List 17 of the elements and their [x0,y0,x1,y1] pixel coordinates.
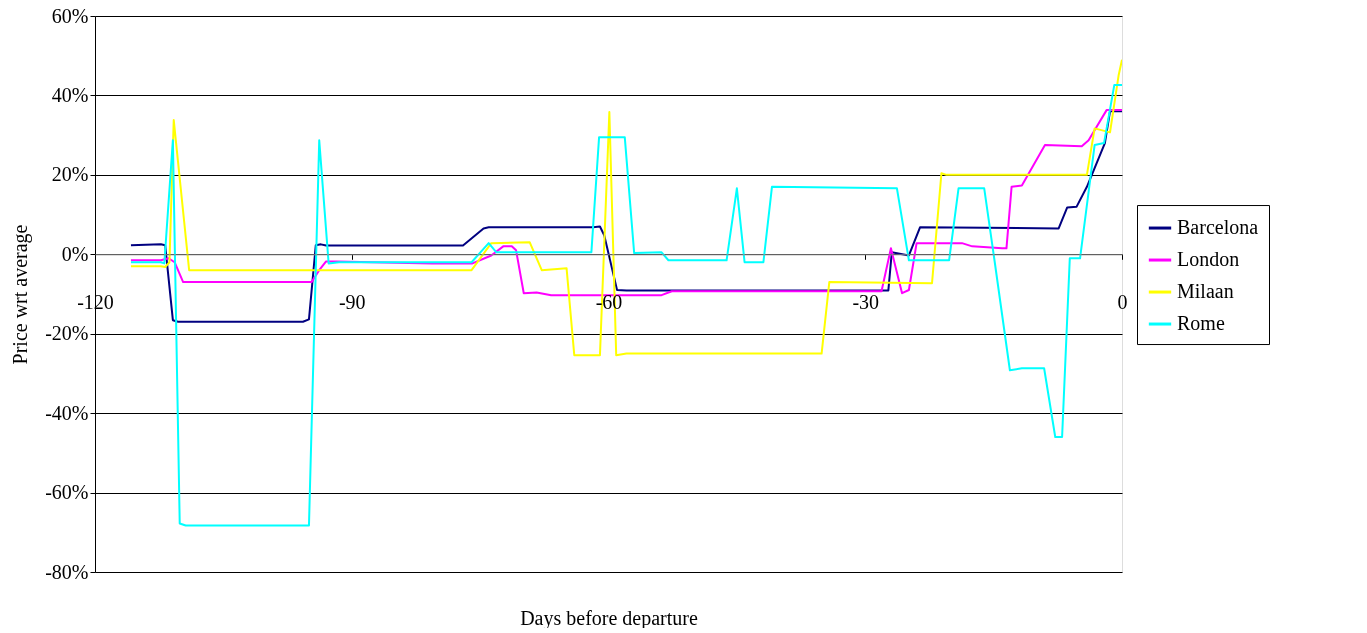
x-tick-label: -30 [852,290,880,313]
y-tick-label: -20% [45,322,89,345]
y-tick-label: -80% [45,560,89,583]
y-axis-title: Price wrt average [9,224,33,365]
x-axis-title: Days before departure [520,606,698,630]
y-tick-label: 40% [51,83,89,106]
x-tick-label: 0 [1117,290,1128,313]
x-tick-label: -90 [338,290,366,313]
y-tick-label: 0% [61,242,89,265]
legend-label: Rome [1177,312,1225,335]
y-tick-label: 60% [51,4,89,27]
legend-label: Barcelona [1177,216,1259,239]
legend-label: London [1177,248,1240,271]
y-tick-label: -40% [45,401,89,424]
y-tick-label: -60% [45,481,89,504]
y-tick-label: 20% [51,163,89,186]
legend-label: Milaan [1177,280,1234,303]
